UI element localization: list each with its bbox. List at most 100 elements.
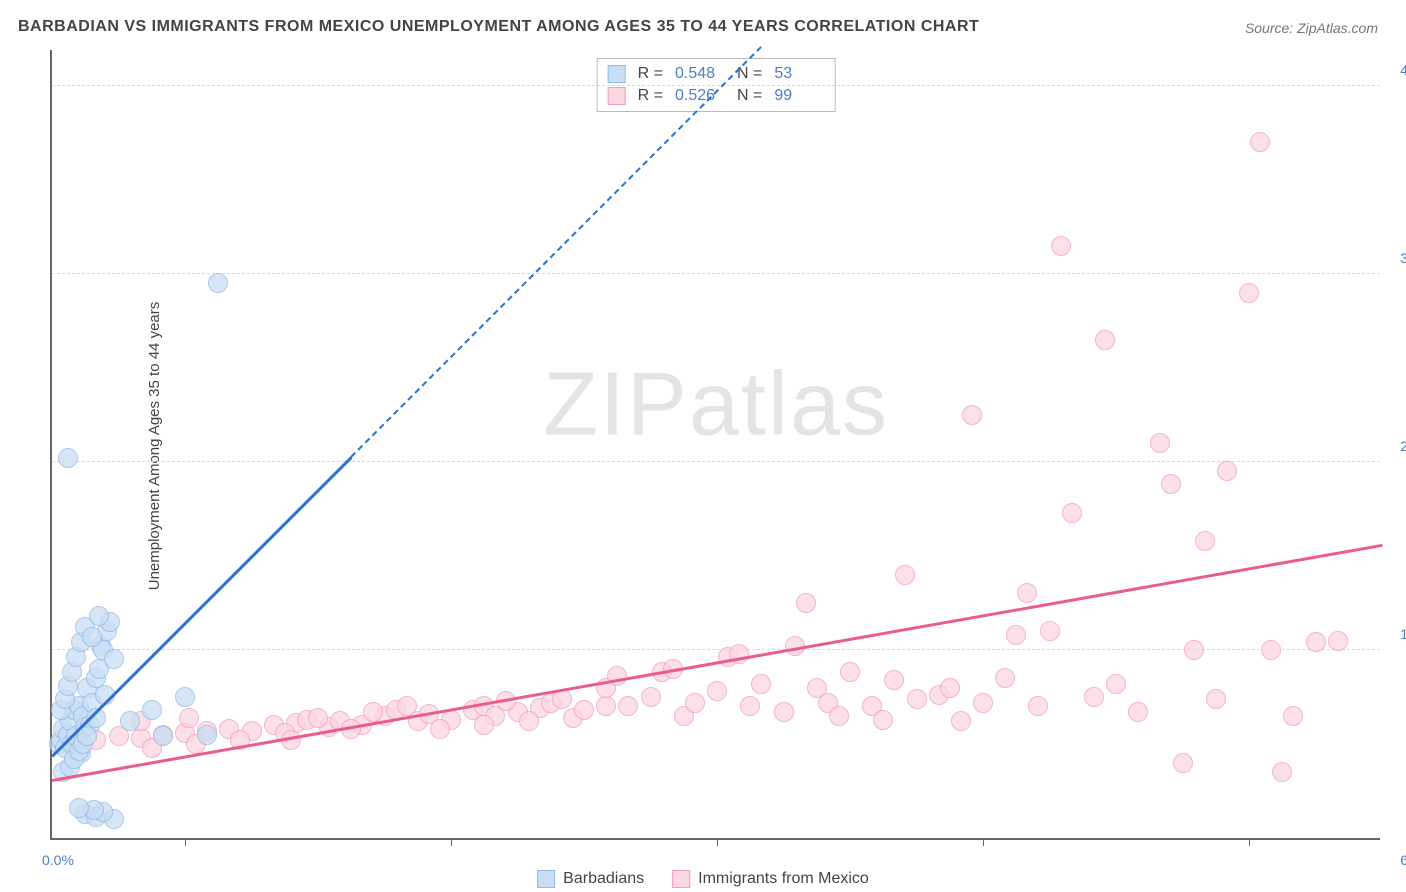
- data-point-b: [1239, 283, 1259, 303]
- data-point-b: [1328, 631, 1348, 651]
- n-value-b: 99: [774, 87, 824, 105]
- r-label-b: R =: [638, 87, 663, 105]
- data-point-b: [829, 706, 849, 726]
- data-point-a: [82, 627, 102, 647]
- trend-line-b: [52, 544, 1382, 782]
- data-point-b: [1017, 583, 1037, 603]
- data-point-b: [1261, 640, 1281, 660]
- data-point-b: [397, 696, 417, 716]
- data-point-b: [873, 710, 893, 730]
- swatch-b: [608, 87, 626, 105]
- data-point-b: [308, 708, 328, 728]
- data-point-b: [774, 702, 794, 722]
- data-point-b: [607, 666, 627, 686]
- watermark-part-a: ZIP: [543, 354, 689, 454]
- n-value-a: 53: [774, 65, 824, 83]
- data-point-b: [1283, 706, 1303, 726]
- data-point-a: [175, 687, 195, 707]
- data-point-b: [796, 593, 816, 613]
- data-point-b: [1106, 674, 1126, 694]
- r-value-a: 0.548: [675, 65, 725, 83]
- swatch-b-bottom: [672, 870, 690, 888]
- x-tick: [185, 838, 186, 846]
- data-point-b: [618, 696, 638, 716]
- data-point-b: [751, 674, 771, 694]
- y-tick-label: 40.0%: [1385, 62, 1406, 78]
- r-label-a: R =: [638, 65, 663, 83]
- data-point-b: [1040, 621, 1060, 641]
- data-point-b: [1195, 531, 1215, 551]
- data-point-b: [1051, 236, 1071, 256]
- data-point-b: [907, 689, 927, 709]
- trend-line-a-dashed: [351, 46, 762, 457]
- data-point-b: [973, 693, 993, 713]
- swatch-a-bottom: [537, 870, 555, 888]
- source-attribution: Source: ZipAtlas.com: [1245, 20, 1378, 36]
- data-point-b: [1006, 625, 1026, 645]
- data-point-b: [1095, 330, 1115, 350]
- data-point-b: [740, 696, 760, 716]
- data-point-b: [884, 670, 904, 690]
- watermark: ZIPatlas: [543, 353, 889, 456]
- data-point-b: [1306, 632, 1326, 652]
- chart-title: BARBADIAN VS IMMIGRANTS FROM MEXICO UNEM…: [18, 18, 979, 36]
- data-point-a: [197, 725, 217, 745]
- y-tick-label: 20.0%: [1385, 438, 1406, 454]
- data-point-b: [995, 668, 1015, 688]
- legend-label-a: Barbadians: [563, 870, 644, 888]
- data-point-b: [574, 700, 594, 720]
- legend-label-b: Immigrants from Mexico: [698, 870, 869, 888]
- legend-row-b: R = 0.526 N = 99: [608, 85, 825, 107]
- data-point-b: [951, 711, 971, 731]
- data-point-a: [208, 273, 228, 293]
- data-point-b: [1062, 503, 1082, 523]
- data-point-b: [840, 662, 860, 682]
- data-point-b: [940, 678, 960, 698]
- data-point-b: [1084, 687, 1104, 707]
- gridline: [52, 461, 1380, 462]
- watermark-part-b: atlas: [689, 354, 889, 454]
- data-point-a: [120, 711, 140, 731]
- data-point-b: [1128, 702, 1148, 722]
- x-tick: [451, 838, 452, 846]
- legend-item-b: Immigrants from Mexico: [672, 870, 869, 888]
- data-point-a: [104, 649, 124, 669]
- data-point-b: [1173, 753, 1193, 773]
- x-axis-start-label: 0.0%: [42, 852, 74, 868]
- series-legend: Barbadians Immigrants from Mexico: [537, 870, 869, 888]
- x-tick: [983, 838, 984, 846]
- data-point-b: [363, 702, 383, 722]
- data-point-a: [89, 606, 109, 626]
- gridline: [52, 273, 1380, 274]
- legend-item-a: Barbadians: [537, 870, 644, 888]
- data-point-b: [1028, 696, 1048, 716]
- data-point-a: [153, 726, 173, 746]
- data-point-b: [430, 719, 450, 739]
- gridline: [52, 85, 1380, 86]
- data-point-b: [895, 565, 915, 585]
- x-tick: [717, 838, 718, 846]
- data-point-b: [474, 715, 494, 735]
- data-point-b: [1272, 762, 1292, 782]
- n-label-b: N =: [737, 87, 762, 105]
- data-point-b: [1217, 461, 1237, 481]
- data-point-b: [179, 708, 199, 728]
- data-point-b: [685, 693, 705, 713]
- data-point-a: [58, 448, 78, 468]
- data-point-b: [1184, 640, 1204, 660]
- data-point-b: [519, 711, 539, 731]
- y-tick-label: 10.0%: [1385, 626, 1406, 642]
- x-axis-end-label: 60.0%: [1400, 852, 1406, 868]
- data-point-b: [1150, 433, 1170, 453]
- x-tick: [1249, 838, 1250, 846]
- y-tick-label: 30.0%: [1385, 250, 1406, 266]
- legend-row-a: R = 0.548 N = 53: [608, 63, 825, 85]
- data-point-b: [962, 405, 982, 425]
- data-point-b: [707, 681, 727, 701]
- data-point-b: [1206, 689, 1226, 709]
- data-point-b: [1161, 474, 1181, 494]
- scatter-plot: ZIPatlas R = 0.548 N = 53 R = 0.526 N = …: [50, 50, 1380, 840]
- data-point-b: [1250, 132, 1270, 152]
- swatch-a: [608, 65, 626, 83]
- data-point-a: [142, 700, 162, 720]
